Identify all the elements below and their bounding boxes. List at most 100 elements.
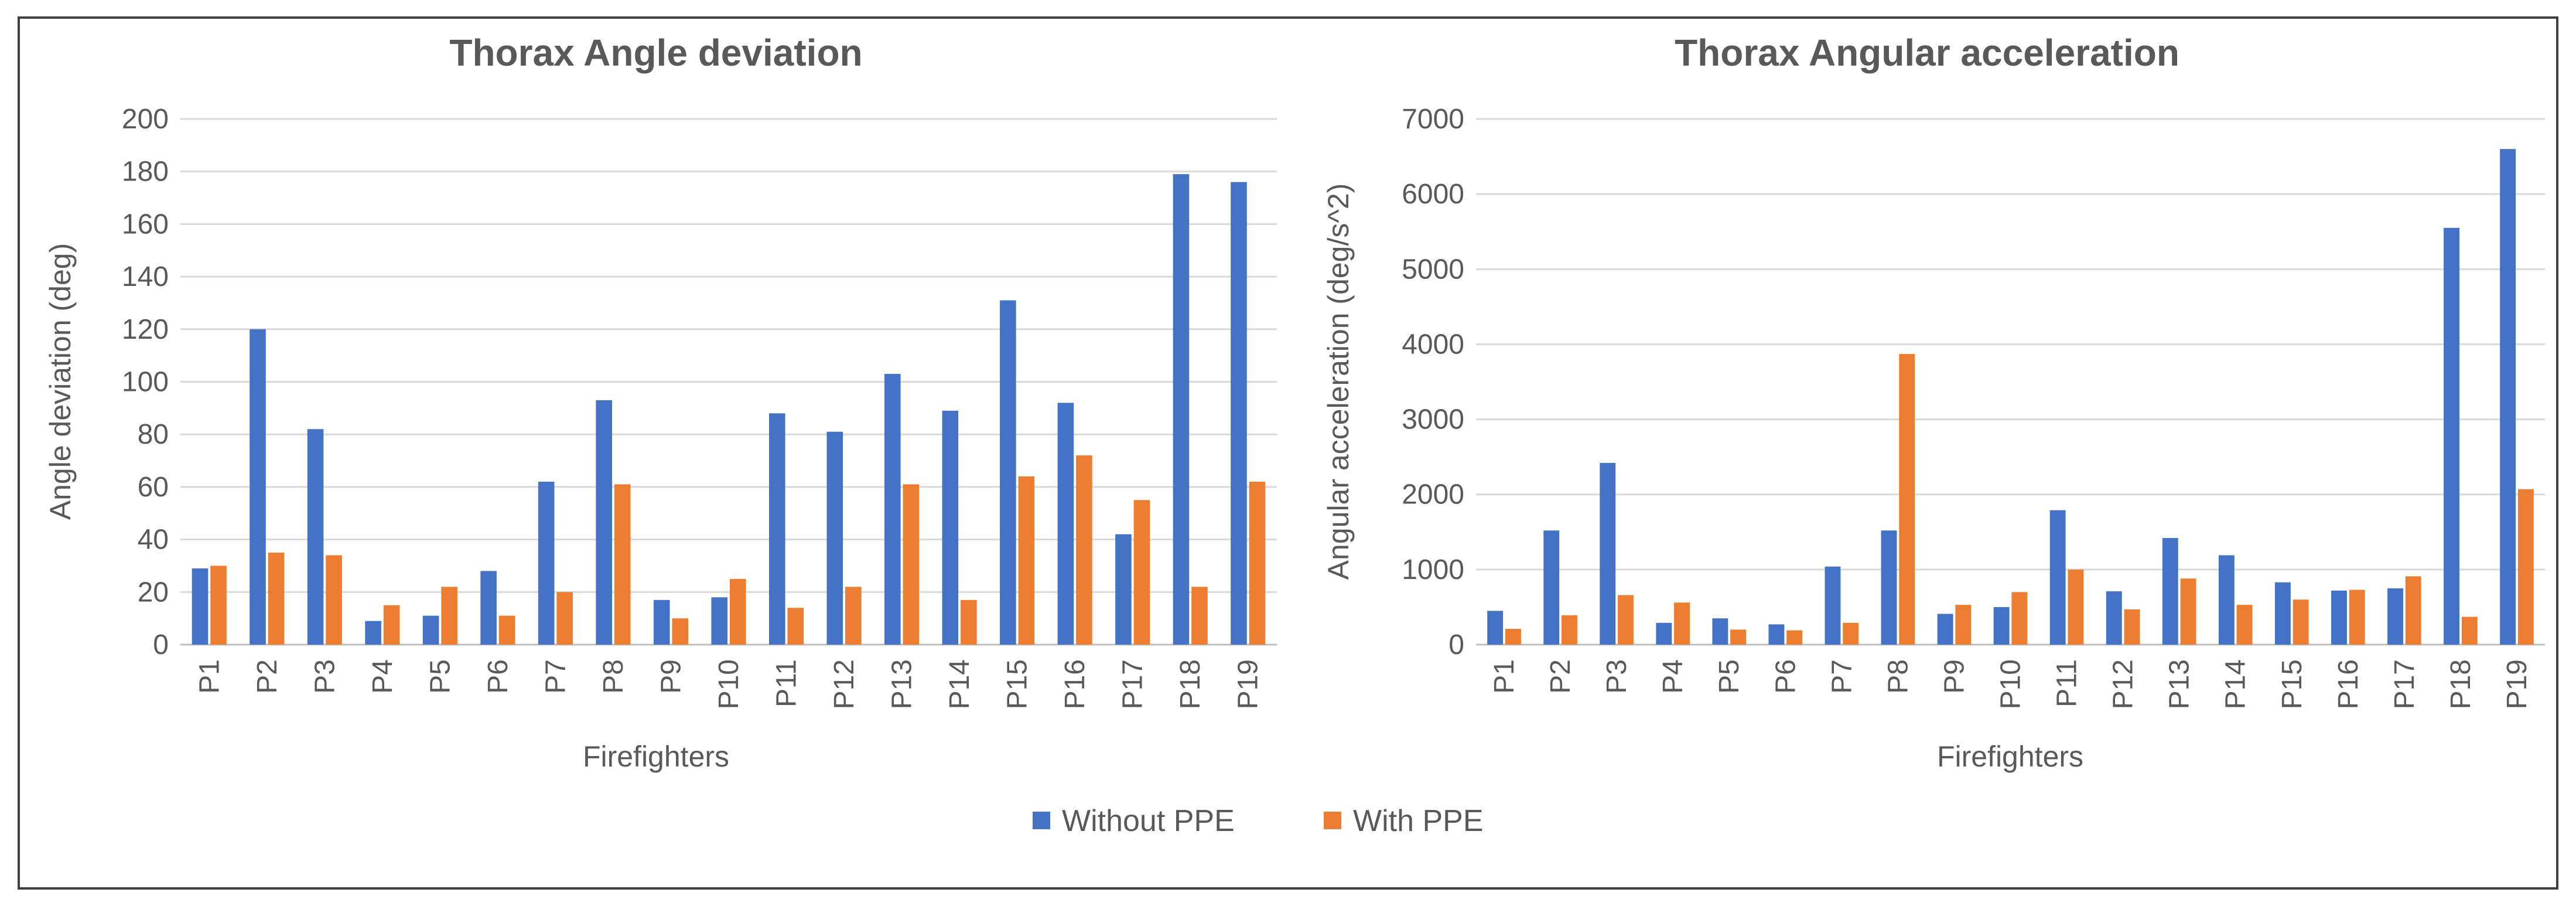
bars xyxy=(192,174,1266,645)
bar-with-ppe-P17 xyxy=(2405,576,2421,645)
x-tick-label: P19 xyxy=(2502,659,2533,709)
bar-without-ppe-P10 xyxy=(711,597,728,645)
gridlines xyxy=(1476,118,2545,646)
bar-with-ppe-P18 xyxy=(2461,617,2478,645)
x-tick-label: P5 xyxy=(1714,659,1745,694)
x-tick-label: P9 xyxy=(655,659,686,694)
y-tick-label: 160 xyxy=(122,209,169,240)
x-tick-label: P10 xyxy=(1996,659,2027,709)
figure-frame xyxy=(18,16,2558,890)
x-tick-label: P18 xyxy=(1175,659,1206,709)
chart-angle-deviation: Thorax Angle deviation 0 20 40 60 80 100 120 14… xyxy=(44,32,1277,773)
x-tick-label: P5 xyxy=(425,659,456,694)
bar-without-ppe-P7 xyxy=(1825,566,1841,645)
legend-label-without-ppe: Without PPE xyxy=(1062,804,1235,838)
bar-with-ppe-P1 xyxy=(1505,629,1521,645)
gridlines xyxy=(180,118,1277,646)
bar-with-ppe-P3 xyxy=(1618,595,1634,645)
x-axis-label: Firefighters xyxy=(1937,740,2083,773)
y-tick-label: 2000 xyxy=(1402,479,1464,510)
bar-without-ppe-P13 xyxy=(2162,538,2178,645)
y-tick-label: 60 xyxy=(138,472,169,503)
x-tick-label: P14 xyxy=(944,659,975,709)
bar-with-ppe-P12 xyxy=(845,587,862,645)
x-tick-label: P19 xyxy=(1233,659,1264,709)
chart-angular-acceleration: Thorax Angular acceleration 0 1000 2000 300… xyxy=(1322,32,2545,773)
bar-with-ppe-P16 xyxy=(1076,455,1092,645)
bar-without-ppe-P10 xyxy=(1993,607,2010,645)
bar-with-ppe-P19 xyxy=(1249,481,1266,645)
x-tick-label: P9 xyxy=(1939,659,1970,694)
bar-without-ppe-P5 xyxy=(422,615,439,645)
bar-without-ppe-P4 xyxy=(365,621,381,645)
y-tick-label: 100 xyxy=(122,367,169,398)
y-tick-label: 1000 xyxy=(1402,554,1464,585)
bar-without-ppe-P11 xyxy=(768,413,785,645)
x-tick-label: P15 xyxy=(2277,659,2308,709)
x-tick-label: P13 xyxy=(2164,659,2195,709)
bar-without-ppe-P7 xyxy=(538,481,555,645)
bar-without-ppe-P14 xyxy=(942,410,959,645)
bar-without-ppe-P2 xyxy=(250,329,266,645)
bar-without-ppe-P12 xyxy=(826,431,843,645)
bar-with-ppe-P14 xyxy=(2236,605,2253,645)
bar-with-ppe-P7 xyxy=(556,592,573,645)
y-tick-labels: 0 20 40 60 80 100 120 140 160 180 200 xyxy=(122,104,169,660)
bar-with-ppe-P6 xyxy=(498,615,515,645)
bar-with-ppe-P9 xyxy=(1955,605,1972,645)
legend: Without PPE With PPE xyxy=(1033,804,1484,838)
y-axis-label: Angle deviation (deg) xyxy=(44,243,77,520)
x-tick-label: P2 xyxy=(252,659,283,694)
x-tick-label: P2 xyxy=(1545,659,1576,694)
bar-with-ppe-P15 xyxy=(2293,600,2309,645)
x-tick-label: P12 xyxy=(829,659,860,709)
y-tick-label: 5000 xyxy=(1402,254,1464,285)
y-tick-label: 3000 xyxy=(1402,404,1464,435)
x-tick-label: P7 xyxy=(1826,659,1857,694)
bar-with-ppe-P3 xyxy=(326,555,342,645)
y-tick-label: 180 xyxy=(122,156,169,188)
bar-without-ppe-P12 xyxy=(2106,591,2122,645)
y-tick-label: 120 xyxy=(122,314,169,345)
bar-with-ppe-P10 xyxy=(2011,592,2028,645)
bar-with-ppe-P11 xyxy=(787,608,804,645)
bar-with-ppe-P16 xyxy=(2349,590,2365,645)
bar-with-ppe-P9 xyxy=(672,618,689,645)
y-axis-label: Angular acceleration (deg/s^2) xyxy=(1322,183,1355,580)
bar-without-ppe-P13 xyxy=(884,374,901,645)
y-tick-label: 7000 xyxy=(1402,104,1464,135)
x-tick-label: P4 xyxy=(1658,659,1689,694)
bar-without-ppe-P9 xyxy=(1937,614,1953,645)
bar-with-ppe-P13 xyxy=(903,484,920,645)
bar-with-ppe-P4 xyxy=(383,605,400,645)
bar-with-ppe-P6 xyxy=(1786,630,1803,645)
bar-without-ppe-P15 xyxy=(1000,300,1016,645)
bar-with-ppe-P8 xyxy=(614,484,631,645)
bar-without-ppe-P1 xyxy=(192,568,209,645)
x-tick-label: P12 xyxy=(2108,659,2139,709)
x-tick-label: P3 xyxy=(309,659,340,694)
bar-without-ppe-P5 xyxy=(1712,618,1728,645)
bar-with-ppe-P4 xyxy=(1674,602,1690,645)
y-tick-label: 140 xyxy=(122,261,169,292)
x-tick-label: P3 xyxy=(1601,659,1632,694)
x-tick-label: P8 xyxy=(1883,659,1914,694)
legend-label-with-ppe: With PPE xyxy=(1353,804,1484,838)
bar-without-ppe-P16 xyxy=(1057,403,1074,645)
x-axis-label: Firefighters xyxy=(583,740,729,773)
y-tick-label: 40 xyxy=(138,524,169,556)
y-tick-label: 4000 xyxy=(1402,329,1464,360)
bar-with-ppe-P5 xyxy=(441,587,457,645)
x-tick-label: P17 xyxy=(1118,659,1149,709)
x-tick-label: P16 xyxy=(1060,659,1091,709)
bar-without-ppe-P6 xyxy=(1768,624,1785,645)
x-tick-label: P18 xyxy=(2445,659,2476,709)
x-tick-label: P10 xyxy=(713,659,744,709)
bar-with-ppe-P19 xyxy=(2517,489,2534,645)
bar-without-ppe-P15 xyxy=(2274,582,2291,645)
bar-with-ppe-P18 xyxy=(1191,587,1208,645)
bar-without-ppe-P8 xyxy=(1881,530,1897,645)
x-tick-labels: P1 P2 P3 P4 P5 P6 P7 P8 P9 P10 P11 P12 P13 P14 P15 P16 P… xyxy=(1489,659,2533,709)
y-tick-label: 80 xyxy=(138,419,169,450)
